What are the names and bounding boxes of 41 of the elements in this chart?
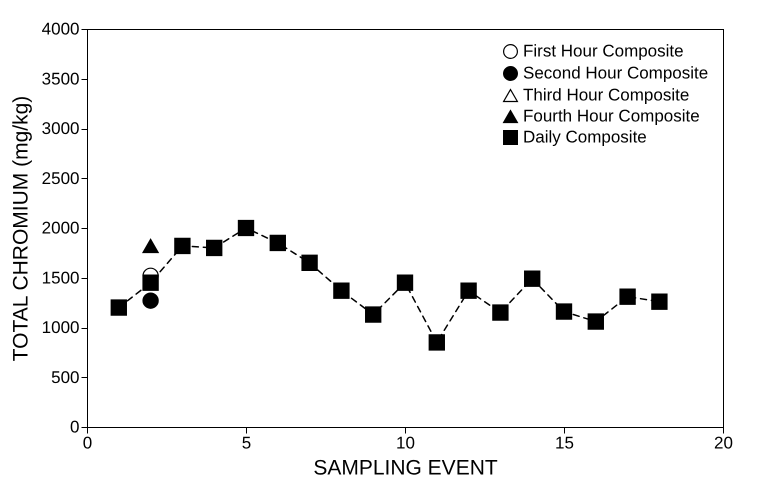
point xyxy=(110,299,127,316)
point xyxy=(301,254,318,272)
point xyxy=(460,282,477,299)
y-tick-label: 3500 xyxy=(42,69,80,88)
legend-label: Fourth Hour Composite xyxy=(523,106,700,126)
point xyxy=(238,220,254,236)
point xyxy=(651,293,668,310)
point xyxy=(619,288,636,305)
point xyxy=(206,240,222,256)
legend-label: Second Hour Composite xyxy=(523,64,708,82)
y-tick-label: 1000 xyxy=(42,318,80,337)
point xyxy=(428,334,445,351)
y-tick-label: 2500 xyxy=(42,168,80,188)
y-tick-label: 0 xyxy=(70,418,80,436)
legend-label: Daily Composite xyxy=(523,128,647,146)
legend-label: Third Hour Composite xyxy=(523,86,690,104)
point xyxy=(492,304,509,321)
point xyxy=(142,274,159,291)
y-tick-label: 1500 xyxy=(42,268,80,288)
x-tick-label: 0 xyxy=(82,434,92,452)
point xyxy=(270,234,286,252)
point xyxy=(142,292,159,309)
y-tick-label: 4000 xyxy=(42,20,80,38)
x-tick-label: 15 xyxy=(555,434,574,452)
y-tick-label: 3000 xyxy=(42,119,80,138)
point xyxy=(588,313,604,330)
point xyxy=(524,270,540,287)
legend-label: First Hour Composite xyxy=(523,42,684,60)
x-tick-label: 5 xyxy=(242,434,252,452)
y-axis-title: TOTAL CHROMIUM (mg/kg) xyxy=(10,96,33,362)
y-tick-label: 2000 xyxy=(42,218,80,238)
point xyxy=(333,282,350,299)
point xyxy=(174,238,191,254)
y-tick-label: 500 xyxy=(51,368,80,387)
x-tick-label: 10 xyxy=(396,434,415,452)
x-axis-title: SAMPLING EVENT xyxy=(313,456,498,480)
x-tick-label: 20 xyxy=(714,434,733,452)
point xyxy=(365,306,382,323)
point xyxy=(396,274,414,291)
point xyxy=(142,238,159,254)
point xyxy=(556,303,572,320)
